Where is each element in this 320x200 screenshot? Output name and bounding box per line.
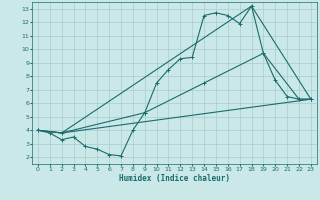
X-axis label: Humidex (Indice chaleur): Humidex (Indice chaleur) <box>119 174 230 183</box>
